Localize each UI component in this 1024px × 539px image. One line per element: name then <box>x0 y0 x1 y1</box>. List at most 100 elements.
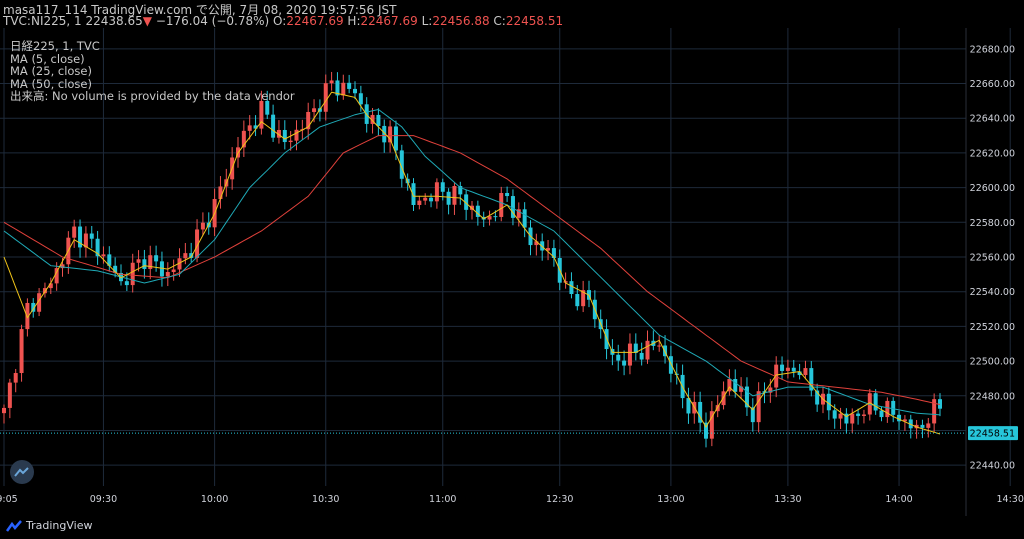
candle-body <box>546 248 551 251</box>
candle-body <box>429 197 434 202</box>
candle-body <box>780 364 785 371</box>
candle-body <box>241 130 246 148</box>
candle-body <box>37 293 42 312</box>
candle-body <box>323 83 328 112</box>
candle-body <box>464 194 469 210</box>
candle-body <box>803 368 808 376</box>
candle-body <box>932 399 937 424</box>
legend-symbol[interactable]: 日経225, 1, TVC <box>10 39 100 53</box>
x-tick-label: 12:30 <box>546 494 573 505</box>
candle-body <box>265 100 270 115</box>
candle-body <box>282 129 287 143</box>
candle-body <box>78 226 83 248</box>
candle-body <box>891 400 896 415</box>
candle-body <box>856 413 861 416</box>
change: −176.04 (−0.78%) <box>155 14 270 28</box>
y-tick-label: 22660.00 <box>970 79 1015 90</box>
symbol: TVC:NI225, 1 <box>3 14 82 28</box>
candles <box>2 71 942 448</box>
low-label: L: <box>421 14 433 28</box>
candle-body <box>189 253 194 258</box>
candle-body <box>440 182 445 192</box>
legend-ma5[interactable]: MA (5, close) <box>10 51 85 66</box>
candle-body <box>183 253 188 259</box>
candle-body <box>493 216 498 218</box>
ohlc-line: TVC:NI225, 1 22438.65▼ −176.04 (−0.78%) … <box>3 14 563 28</box>
y-tick-label: 22480.00 <box>970 391 1015 402</box>
candle-body <box>358 93 363 105</box>
candle-body <box>809 368 814 391</box>
ma5-line <box>3 91 941 435</box>
legend-volume[interactable]: 出来高: No volume is provided by the data v… <box>10 89 295 103</box>
legend-ma50[interactable]: MA (50, close) <box>10 76 92 91</box>
candle-body <box>271 114 276 138</box>
x-tick-label: 09:05 <box>0 494 18 505</box>
candle-body <box>411 183 416 205</box>
candle-body <box>750 407 755 423</box>
candle-body <box>867 393 872 415</box>
candle-body <box>399 150 404 179</box>
candle-body <box>815 390 820 405</box>
candle-body <box>709 411 714 439</box>
grid <box>0 28 1011 486</box>
candle-body <box>95 238 100 257</box>
candle-body <box>668 356 673 374</box>
candle-body <box>259 100 264 129</box>
x-tick-label: 14:00 <box>885 494 912 505</box>
tradingview-watermark-icon <box>10 460 34 484</box>
candle-body <box>159 261 164 277</box>
footer-brand: TradingView <box>26 519 93 532</box>
candle-body <box>60 264 65 269</box>
candle-body <box>171 269 176 273</box>
x-tick-label: 10:00 <box>201 494 228 505</box>
candle-body <box>510 196 515 218</box>
x-tick-label: 14:30 <box>997 494 1024 505</box>
candle-body <box>499 192 504 217</box>
candle-body <box>938 399 942 409</box>
candle-body <box>107 254 112 266</box>
candle-body <box>897 414 902 422</box>
candle-body <box>551 248 556 259</box>
candle-body <box>25 302 30 330</box>
candle-body <box>639 352 644 360</box>
candle-body <box>698 401 703 423</box>
candle-body <box>522 209 527 228</box>
candle-body <box>2 407 6 414</box>
candle-body <box>72 226 77 238</box>
candle-body <box>19 329 24 374</box>
x-tick-label: 10:30 <box>312 494 339 505</box>
candle-body <box>382 125 387 143</box>
y-tick-label: 22620.00 <box>970 148 1015 159</box>
candle-body <box>534 241 539 246</box>
candle-body <box>341 82 346 96</box>
open-value: 22467.69 <box>286 14 344 28</box>
price-chart[interactable]: 22440.0022460.0022480.0022500.0022520.00… <box>0 28 1024 516</box>
high-value: 22467.69 <box>360 14 418 28</box>
x-axis[interactable]: 09:05 09:30 10:00 10:30 11:00 12:30 13:00 13:30… <box>0 494 1024 505</box>
candle-body <box>83 233 88 248</box>
x-tick-label: 13:30 <box>774 494 801 505</box>
candle-body <box>142 259 147 269</box>
candle-body <box>768 387 773 393</box>
candle-body <box>148 255 153 269</box>
candle-body <box>136 259 141 263</box>
candle-body <box>329 80 334 84</box>
candle-body <box>657 345 662 347</box>
candle-body <box>312 108 317 112</box>
footer: TradingView <box>6 519 92 532</box>
candle-body <box>31 302 36 312</box>
candle-body <box>879 410 884 418</box>
x-tick-label: 11:00 <box>429 494 456 505</box>
x-tick-label: 09:30 <box>90 494 117 505</box>
candle-body <box>704 422 708 439</box>
candle-body <box>540 241 545 251</box>
candle-body <box>627 343 632 366</box>
candle-body <box>195 229 200 258</box>
legend-ma25[interactable]: MA (25, close) <box>10 64 92 78</box>
candle-body <box>458 185 463 195</box>
y-axis[interactable]: 22440.0022460.0022480.0022500.0022520.00… <box>970 44 1015 471</box>
candle-body <box>885 400 890 418</box>
down-arrow-icon: ▼ <box>142 14 152 28</box>
tradingview-logo-icon <box>6 519 22 532</box>
y-tick-label: 22600.00 <box>970 183 1015 194</box>
